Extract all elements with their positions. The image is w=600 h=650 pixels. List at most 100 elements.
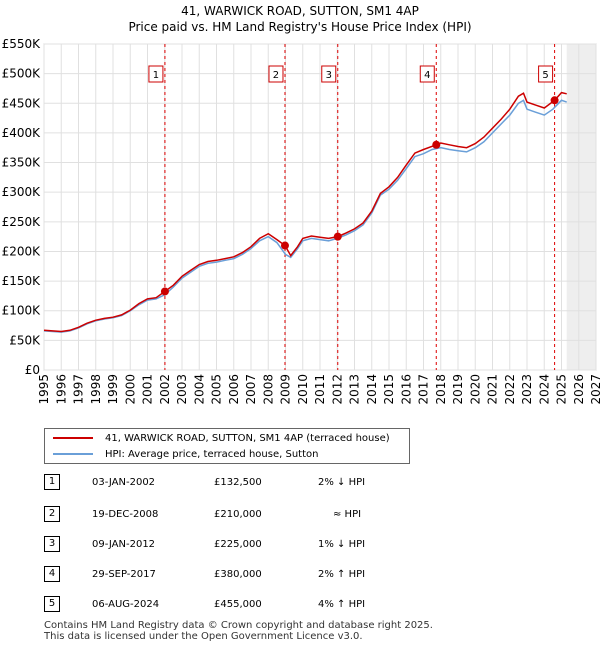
y-tick-label: £450K [2, 96, 42, 110]
sale-hpi-relation: ≈ HPI [333, 509, 362, 520]
sale-number-box: 3 [44, 536, 60, 552]
sale-date: 03-JAN-2002 [92, 477, 156, 488]
x-tick-label: 2013 [348, 374, 362, 405]
sale-hpi-relation: 2% ↓ HPI [318, 477, 366, 488]
sale-price: £225,000 [214, 539, 262, 550]
y-tick-label: £250K [2, 215, 42, 229]
y-tick-label: £150K [2, 274, 42, 288]
sale-marker-box [268, 65, 284, 83]
x-tick-label: 1995 [37, 374, 51, 405]
legend-label-hpi: HPI: Average price, terraced house, Sutt… [105, 448, 319, 460]
chart-legend: 41, WARWICK ROAD, SUTTON, SM1 4AP (terra… [44, 428, 410, 464]
y-tick-label: £0 [25, 363, 40, 377]
sale-price: £132,500 [214, 477, 262, 488]
x-tick-label: 2001 [141, 374, 155, 405]
y-tick-label: £350K [2, 156, 42, 170]
legend-swatch-hpi [53, 453, 93, 455]
x-tick-label: 2019 [451, 374, 465, 405]
y-tick-label: £100K [2, 304, 42, 318]
sale-marker-label: 4 [424, 70, 430, 81]
x-tick-label: 1996 [54, 374, 68, 405]
x-tick-label: 2026 [572, 374, 586, 405]
table-row: 4 29-SEP-2017 £380,000 2% ↑ HPI [44, 566, 484, 584]
forecast-region [566, 44, 596, 370]
sale-date: 29-SEP-2017 [92, 569, 156, 580]
x-tick-label: 2024 [537, 374, 551, 405]
sale-number-box: 1 [44, 474, 60, 490]
legend-item-property: 41, WARWICK ROAD, SUTTON, SM1 4AP (terra… [53, 431, 390, 445]
sale-price: £210,000 [214, 509, 262, 520]
x-tick-label: 2005 [210, 374, 224, 405]
sale-point [333, 232, 342, 241]
x-tick-label: 2011 [313, 374, 327, 405]
table-row: 2 19-DEC-2008 £210,000 ≈ HPI [44, 506, 484, 524]
x-tick-label: 2023 [520, 374, 534, 405]
x-tick-label: 2017 [417, 374, 431, 405]
footer-line-1: Contains HM Land Registry data © Crown c… [44, 620, 433, 631]
y-tick-label: £400K [2, 126, 42, 140]
sale-marker-box [419, 65, 435, 83]
footer-copyright: Contains HM Land Registry data © Crown c… [44, 620, 433, 642]
x-tick-label: 2027 [589, 374, 600, 405]
sale-hpi-relation: 2% ↑ HPI [318, 569, 366, 580]
x-tick-label: 2014 [365, 374, 379, 405]
sale-price: £455,000 [214, 599, 262, 610]
x-tick-label: 2002 [158, 374, 172, 405]
legend-swatch-property [53, 437, 93, 439]
x-tick-label: 2004 [192, 374, 206, 405]
sale-price: £380,000 [214, 569, 262, 580]
x-tick-label: 2012 [330, 374, 344, 405]
y-tick-label: £300K [2, 185, 42, 199]
y-tick-label: £50K [9, 333, 41, 347]
sale-hpi-relation: 1% ↓ HPI [318, 539, 366, 550]
property-price-line [43, 91, 567, 333]
legend-label-property: 41, WARWICK ROAD, SUTTON, SM1 4AP (terra… [105, 432, 390, 444]
sale-date: 06-AUG-2024 [92, 599, 160, 610]
sale-number-box: 4 [44, 566, 60, 582]
x-tick-label: 2000 [123, 374, 137, 405]
sale-point [160, 287, 169, 296]
x-tick-label: 1999 [106, 374, 120, 405]
sale-date: 09-JAN-2012 [92, 539, 156, 550]
x-tick-label: 2003 [175, 374, 189, 405]
sale-marker-box [148, 65, 164, 83]
x-tick-label: 2010 [296, 374, 310, 405]
x-tick-label: 1997 [72, 374, 86, 405]
x-tick-label: 2006 [227, 374, 241, 405]
table-row: 3 09-JAN-2012 £225,000 1% ↓ HPI [44, 536, 484, 554]
chart-subtitle: Price paid vs. HM Land Registry's House … [128, 20, 472, 34]
x-tick-label: 2022 [503, 374, 517, 405]
footer-line-2: This data is licensed under the Open Gov… [44, 631, 363, 642]
sale-hpi-relation: 4% ↑ HPI [318, 599, 366, 610]
sale-marker-label: 5 [542, 70, 548, 81]
sale-point [280, 241, 289, 250]
x-tick-label: 2007 [244, 374, 258, 405]
sale-marker-label: 1 [153, 70, 159, 81]
sale-point [550, 96, 559, 105]
x-tick-label: 2016 [399, 374, 413, 405]
sale-date: 19-DEC-2008 [92, 509, 159, 520]
sale-number-box: 2 [44, 506, 60, 522]
sale-marker-box [321, 65, 337, 83]
chart-title: 41, WARWICK ROAD, SUTTON, SM1 4AP [181, 4, 419, 18]
sale-marker-box [538, 65, 554, 83]
x-tick-label: 2008 [261, 374, 275, 405]
x-tick-label: 1998 [89, 374, 103, 405]
table-row: 5 06-AUG-2024 £455,000 4% ↑ HPI [44, 596, 484, 614]
x-tick-label: 2020 [468, 374, 482, 405]
sale-point [432, 140, 441, 149]
legend-item-hpi: HPI: Average price, terraced house, Sutt… [53, 447, 318, 461]
x-tick-label: 2015 [382, 374, 396, 405]
sale-marker-label: 3 [326, 70, 332, 81]
price-chart: £0 £50K £100K £150K £200K £250K £300K £350K £400… [2, 37, 600, 405]
x-tick-label: 2018 [434, 374, 448, 405]
sale-marker-label: 2 [273, 70, 279, 81]
x-tick-label: 2025 [555, 374, 569, 405]
y-tick-label: £550K [2, 37, 42, 51]
y-tick-label: £500K [2, 67, 42, 81]
x-tick-label: 2009 [279, 374, 293, 405]
y-tick-label: £200K [2, 244, 42, 258]
x-tick-label: 2021 [486, 374, 500, 405]
table-row: 1 03-JAN-2002 £132,500 2% ↓ HPI [44, 474, 484, 492]
sale-number-box: 5 [44, 596, 60, 612]
